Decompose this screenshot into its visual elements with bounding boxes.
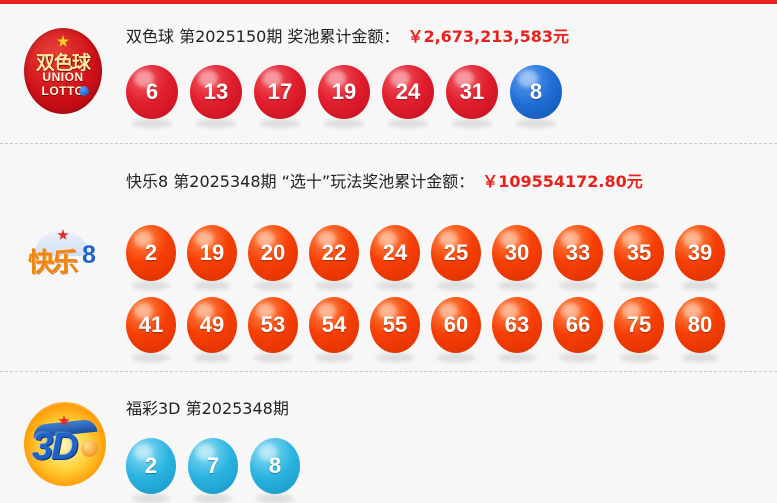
lottery-ball-number: 80: [687, 312, 713, 337]
lottery-ball: 13: [190, 65, 242, 119]
happy8-headline: 快乐8 第2025348期 “选十”玩法奖池累计金额： ￥109554172.80…: [126, 168, 643, 192]
lottery-ball: 31: [446, 65, 498, 119]
blue-ball-dot-icon: [79, 86, 89, 96]
lottery-ball: 75: [614, 297, 664, 353]
lottery-ball: 8: [510, 65, 562, 119]
lottery-ball: 17: [254, 65, 306, 119]
lottery-ball-number: 7: [206, 453, 220, 478]
lottery-ball: 63: [492, 297, 542, 353]
lottery-ball-number: 30: [504, 240, 530, 265]
star-icon: [56, 35, 70, 47]
union-lotto-title: 双色球 第2025150期 奖池累计金额：: [126, 27, 400, 46]
lottery-ball-number: 19: [331, 79, 357, 104]
union-lotto-logo-en2: LOTTO: [41, 84, 85, 98]
fucai-3d-ball-row: 2 7 8: [126, 438, 300, 494]
lottery-ball: 19: [318, 65, 370, 119]
lottery-ball: 54: [309, 297, 359, 353]
section-divider: [0, 371, 777, 372]
lottery-ball: 20: [248, 225, 298, 281]
lottery-ball-number: 6: [145, 79, 159, 104]
lottery-ball: 53: [248, 297, 298, 353]
lottery-ball: 19: [187, 225, 237, 281]
lottery-ball-number: 33: [565, 240, 591, 265]
lottery-ball: 24: [370, 225, 420, 281]
union-lotto-logo-art: 双色球 UNION LOTTO: [24, 28, 102, 114]
lottery-ball: 49: [187, 297, 237, 353]
union-lotto-logo-cn: 双色球: [35, 52, 91, 74]
happy8-ball-row-2: 41 49 53 54 55 60 63 66 75 80: [126, 297, 725, 353]
lottery-ball-number: 66: [565, 312, 591, 337]
lottery-ball-number: 25: [443, 240, 469, 265]
lottery-ball-number: 41: [138, 312, 164, 337]
lottery-ball: 66: [553, 297, 603, 353]
lottery-ball-number: 35: [626, 240, 652, 265]
fucai-3d-headline: 福彩3D 第2025348期: [126, 395, 289, 419]
happy8-jackpot-amount: ￥109554172.80元: [482, 172, 643, 191]
lottery-ball-number: 54: [321, 312, 347, 337]
star-icon: [58, 415, 70, 426]
happy8-logo[interactable]: 快乐 8: [24, 228, 106, 316]
lottery-ball-number: 2: [144, 453, 158, 478]
lottery-ball: 2: [126, 225, 176, 281]
lottery-ball-number: 31: [459, 79, 485, 104]
union-lotto-headline: 双色球 第2025150期 奖池累计金额： ￥2,673,213,583元: [126, 23, 569, 47]
union-lotto-jackpot-amount: ￥2,673,213,583元: [407, 27, 570, 46]
fucai-3d-logo[interactable]: 3D: [24, 402, 106, 490]
happy8-title: 快乐8 第2025348期 “选十”玩法奖池累计金额：: [126, 172, 475, 191]
lottery-ball: 55: [370, 297, 420, 353]
star-icon: [57, 229, 69, 240]
lottery-ball-number: 53: [260, 312, 286, 337]
lottery-ball: 22: [309, 225, 359, 281]
lottery-ball-number: 39: [687, 240, 713, 265]
lottery-ball-number: 13: [203, 79, 229, 104]
fucai-3d-title: 福彩3D 第2025348期: [126, 399, 289, 418]
lottery-ball-number: 17: [267, 79, 293, 104]
lottery-ball-number: 49: [199, 312, 225, 337]
lottery-ball-number: 24: [395, 79, 421, 104]
lottery-ball-number: 20: [260, 240, 286, 265]
lottery-ball-number: 19: [199, 240, 225, 265]
fucai-3d-logo-text: 3D: [32, 426, 79, 468]
lottery-ball-number: 24: [382, 240, 408, 265]
lottery-ball-number: 63: [504, 312, 530, 337]
lottery-ball-number: 2: [144, 240, 158, 265]
lottery-ball-number: 8: [529, 79, 543, 104]
union-lotto-logo-en1: UNION: [42, 70, 84, 84]
lottery-ball: 60: [431, 297, 481, 353]
union-lotto-ball-row: 6 13 17 19 24 31 8: [126, 65, 562, 119]
lottery-ball: 80: [675, 297, 725, 353]
lottery-ball: 33: [553, 225, 603, 281]
lottery-ball-number: 60: [443, 312, 469, 337]
lottery-ball-number: 55: [382, 312, 408, 337]
happy8-ball-row-1: 2 19 20 22 24 25 30 33 35 39: [126, 225, 725, 281]
lottery-ball: 2: [126, 438, 176, 494]
lottery-ball: 7: [188, 438, 238, 494]
lottery-ball-number: 8: [268, 453, 282, 478]
lottery-ball: 24: [382, 65, 434, 119]
lottery-ball-number: 75: [626, 312, 652, 337]
lottery-ball: 6: [126, 65, 178, 119]
union-lotto-logo[interactable]: 双色球 UNION LOTTO: [24, 28, 106, 116]
top-accent-bar: [0, 0, 777, 4]
lottery-ball-number: 22: [321, 240, 347, 265]
happy8-logo-cn: 快乐: [28, 248, 78, 278]
section-divider: [0, 143, 777, 144]
lottery-ball: 39: [675, 225, 725, 281]
fucai-3d-logo-orb: [81, 440, 98, 457]
lottery-ball: 25: [431, 225, 481, 281]
section-fucai-3d: [0, 372, 777, 503]
happy8-logo-num: 8: [82, 241, 96, 269]
lottery-ball: 8: [250, 438, 300, 494]
lottery-ball: 41: [126, 297, 176, 353]
happy8-logo-art: 快乐 8: [24, 228, 104, 288]
lottery-ball: 35: [614, 225, 664, 281]
lottery-ball: 30: [492, 225, 542, 281]
fucai-3d-logo-art: 3D: [24, 402, 106, 486]
